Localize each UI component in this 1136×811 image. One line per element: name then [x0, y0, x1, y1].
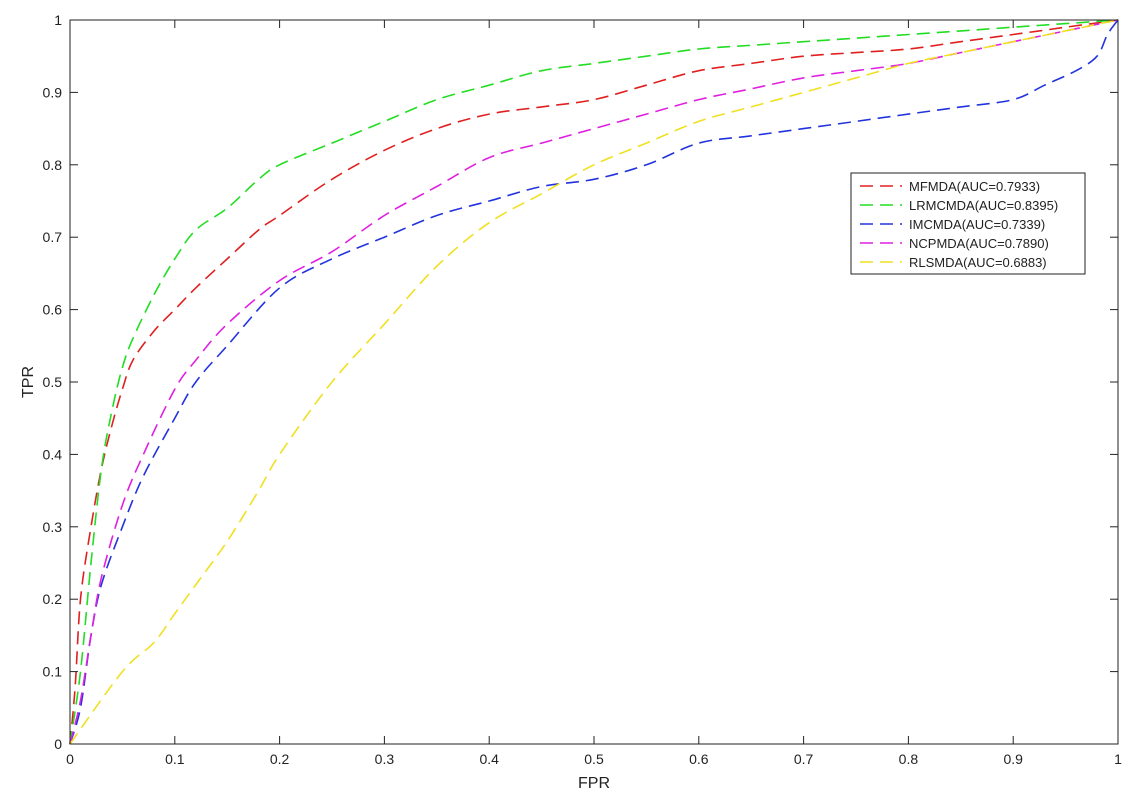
x-tick-label: 0.6 [689, 751, 709, 767]
y-tick-label: 0 [54, 736, 62, 752]
y-tick-label: 0.7 [43, 229, 63, 245]
x-tick-label: 1 [1114, 751, 1122, 767]
y-tick-label: 0.5 [43, 374, 63, 390]
x-tick-label: 0.1 [165, 751, 185, 767]
series-line-1 [69, 19, 1119, 745]
x-tick-label: 0.8 [899, 751, 919, 767]
y-tick-label: 1 [54, 12, 62, 28]
series-layer [69, 19, 1119, 745]
legend-label: IMCMDA(AUC=0.7339) [909, 217, 1045, 232]
ticks-layer: 0 0.1 0.2 0.3 0.4 0.5 0.6 0.7 0.8 0.9 1 0 0.1 0.2 0.3 0… [43, 12, 1123, 767]
legend-label: NCPMDA(AUC=0.7890) [909, 236, 1049, 251]
y-axis-label: TPR [20, 366, 37, 398]
x-tick-label: 0.5 [584, 751, 604, 767]
x-tick-label: 0.4 [479, 751, 499, 767]
legend-label: MFMDA(AUC=0.7933) [909, 179, 1040, 194]
x-tick-label: 0.3 [375, 751, 395, 767]
series-line-4 [69, 19, 1119, 745]
x-tick-label: 0 [66, 751, 74, 767]
legend-label: LRMCMDA(AUC=0.8395) [909, 198, 1058, 213]
y-tick-label: 0.1 [43, 664, 63, 680]
x-axis-label: FPR [578, 775, 610, 792]
y-tick-label: 0.6 [43, 302, 63, 318]
series-line-0 [69, 19, 1119, 745]
y-tick-label: 0.9 [43, 84, 63, 100]
y-tick-label: 0.4 [43, 446, 63, 462]
legend-label: RLSMDA(AUC=0.6883) [909, 255, 1047, 270]
legend-items: MFMDA(AUC=0.7933) LRMCMDA(AUC=0.8395) IMCM… [860, 179, 1058, 270]
x-tick-label: 0.2 [270, 751, 290, 767]
y-tick-label: 0.8 [43, 157, 63, 173]
y-tick-label: 0.2 [43, 591, 63, 607]
x-tick-label: 0.9 [1003, 751, 1023, 767]
x-tick-label: 0.7 [794, 751, 814, 767]
series-line-3 [69, 19, 1119, 745]
legend: MFMDA(AUC=0.7933) LRMCMDA(AUC=0.8395) IMCM… [850, 172, 1086, 275]
series-line-2 [69, 19, 1119, 745]
y-tick-label: 0.3 [43, 519, 63, 535]
